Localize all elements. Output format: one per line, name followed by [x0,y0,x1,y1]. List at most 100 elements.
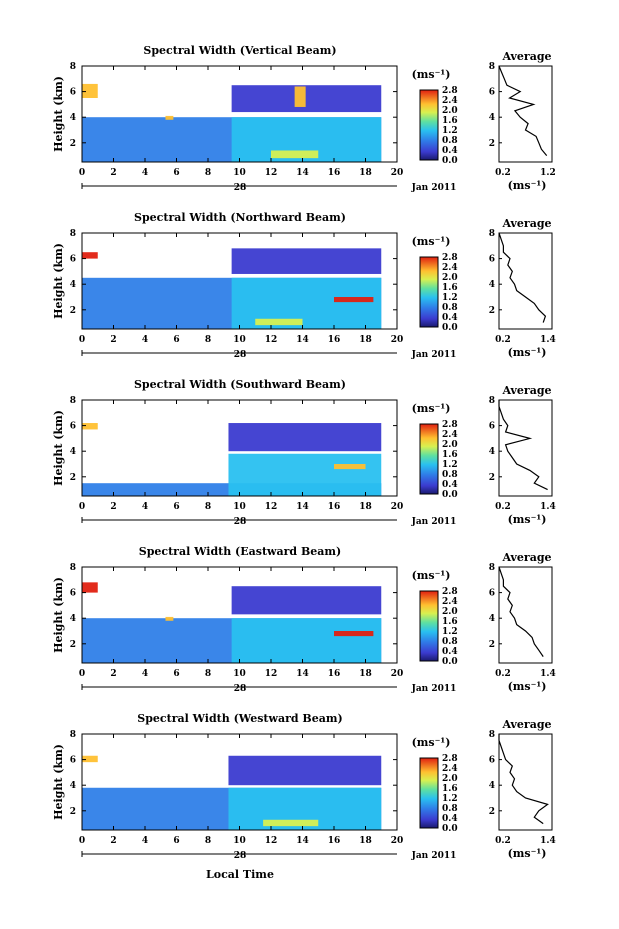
average-x-tick-label: 1.2 [540,168,556,178]
colorbar [419,757,439,829]
y-tick-label: 6 [70,88,76,98]
x-tick-label: 14 [296,335,309,345]
y-tick-label: 4 [70,113,76,123]
x-tick-label: 20 [391,502,404,512]
y-tick-label: 2 [70,306,76,316]
y-tick-label: 6 [70,756,76,766]
x-tick-label: 12 [265,836,278,846]
heatmap-cell [231,586,382,615]
colorbar-tick-label: 1.2 [442,126,458,136]
x-tick-label: 12 [265,168,278,178]
colorbar-tick-label: 2.0 [442,774,458,784]
colorbar-tick-label: 2.0 [442,273,458,283]
y-tick-label: 4 [70,781,76,791]
x-tick-label: 20 [391,168,404,178]
x-tick-label: 18 [359,168,372,178]
x-tick-label: 12 [265,502,278,512]
heatmap-cell [263,819,319,827]
y-axis-label: Height (km) [52,243,65,319]
y-tick-label: 8 [70,563,76,573]
colorbar-tick-label: 2.8 [442,86,458,96]
x-tick-label: 2 [110,168,116,178]
x-tick-label: 20 [391,335,404,345]
colorbar-tick-label: 0.4 [442,814,458,824]
x-tick-label: 16 [328,669,341,679]
average-y-tick-label: 4 [489,113,495,123]
average-x-tick-label: 0.2 [495,502,511,512]
date-day-label: 28 [234,350,247,360]
colorbar-unit-label: (ms⁻¹) [412,402,451,415]
colorbar-unit-label: (ms⁻¹) [412,68,451,81]
x-tick-label: 10 [233,502,246,512]
average-title: Average [501,217,551,230]
panel-title: Spectral Width (Southward Beam) [134,378,346,391]
x-tick-label: 0 [79,168,85,178]
heatmap-cell [231,277,382,329]
panel-title: Spectral Width (Eastward Beam) [139,545,341,558]
colorbar-tick-label: 0.8 [442,470,458,480]
colorbar-tick-label: 1.2 [442,460,458,470]
average-y-tick-label: 6 [489,589,495,599]
average-frame [498,399,553,497]
colorbar [419,423,439,495]
average-title: Average [501,718,551,731]
average-x-tick-label: 1.4 [540,502,556,512]
heatmap-cell [228,755,382,786]
heatmap-cell [82,582,98,593]
average-y-tick-label: 4 [489,447,495,457]
colorbar-tick-label: 1.6 [442,784,458,794]
x-tick-label: 16 [328,502,341,512]
colorbar-tick-label: 0.8 [442,136,458,146]
heatmap-cell [82,755,98,763]
average-frame [498,566,553,664]
average-unit-label: (ms⁻¹) [508,847,547,860]
y-tick-label: 4 [70,280,76,290]
colorbar-tick-label: 1.6 [442,617,458,627]
date-month-year-label: Jan 2011 [411,517,457,527]
x-tick-label: 4 [142,168,148,178]
average-y-tick-label: 2 [489,473,495,483]
average-profile-line [498,734,549,825]
x-tick-label: 6 [173,669,179,679]
colorbar-tick-label: 0.8 [442,637,458,647]
average-profile-line [498,400,548,491]
colorbar-tick-label: 0.0 [442,657,458,667]
x-tick-label: 6 [173,502,179,512]
heatmap-cell [334,297,374,303]
x-tick-label: 10 [233,669,246,679]
colorbar-tick-label: 0.8 [442,804,458,814]
x-tick-label: 8 [205,836,211,846]
x-tick-label: 12 [265,335,278,345]
average-title: Average [501,384,551,397]
colorbar-tick-label: 0.4 [442,146,458,156]
x-tick-label: 8 [205,168,211,178]
average-title: Average [501,50,551,63]
x-tick-label: 2 [110,502,116,512]
heatmap-cell [231,248,382,274]
x-tick-label: 14 [296,502,309,512]
y-axis-label: Height (km) [52,410,65,486]
average-unit-label: (ms⁻¹) [508,680,547,693]
x-tick-label: 16 [328,168,341,178]
x-tick-label: 2 [110,669,116,679]
average-profile-line [498,65,548,156]
average-y-tick-label: 8 [489,563,495,573]
average-y-tick-label: 4 [489,781,495,791]
y-axis-label: Height (km) [52,577,65,653]
colorbar-tick-label: 0.0 [442,490,458,500]
average-x-tick-label: 0.2 [495,168,511,178]
y-tick-label: 2 [70,473,76,483]
heatmap-cell [228,423,382,452]
heatmap-cell [255,318,303,326]
y-tick-label: 8 [70,229,76,239]
colorbar-unit-label: (ms⁻¹) [412,736,451,749]
average-profile-line [498,566,544,657]
x-tick-label: 10 [233,335,246,345]
average-x-tick-label: 1.4 [540,836,556,846]
colorbar-tick-label: 2.4 [442,430,458,440]
heatmap-cell [231,618,382,663]
x-tick-label: 10 [233,168,246,178]
average-x-tick-label: 0.2 [495,669,511,679]
y-axis-label: Height (km) [52,744,65,820]
average-y-tick-label: 6 [489,88,495,98]
